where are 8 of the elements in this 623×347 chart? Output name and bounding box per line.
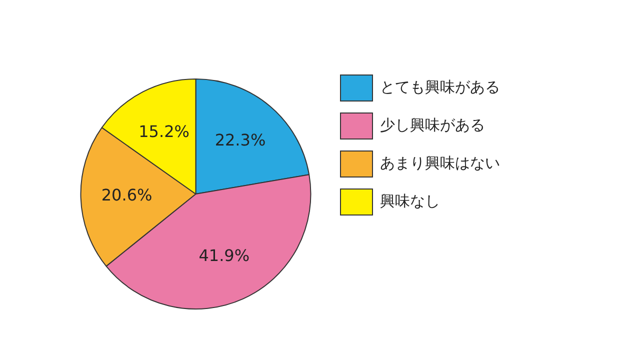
legend-label: 少し興味がある	[380, 116, 485, 134]
data-label: 41.9%	[198, 246, 250, 266]
legend-label: とても興味がある	[380, 78, 500, 96]
data-label: 20.6%	[101, 185, 152, 204]
data-label: 22.3%	[214, 130, 266, 150]
legend-label: 興味なし	[380, 192, 440, 210]
data-label: 15.2%	[138, 122, 190, 141]
legend-label: あまり興味はない	[380, 154, 500, 172]
